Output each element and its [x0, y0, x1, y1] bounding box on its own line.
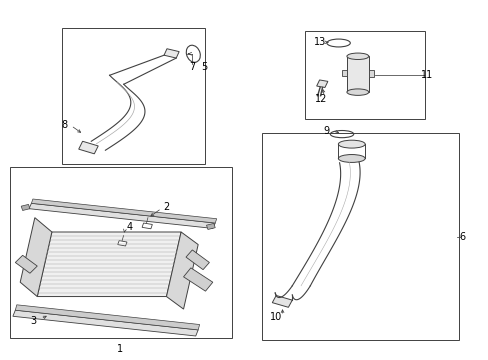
Polygon shape: [272, 296, 292, 307]
Text: 3: 3: [31, 316, 37, 325]
Ellipse shape: [346, 53, 368, 59]
Polygon shape: [183, 268, 212, 291]
Text: 6: 6: [458, 232, 465, 242]
Polygon shape: [29, 203, 215, 228]
Polygon shape: [185, 250, 209, 270]
Text: 9: 9: [323, 126, 329, 135]
Polygon shape: [206, 224, 215, 229]
Polygon shape: [346, 56, 368, 92]
Text: 1: 1: [117, 344, 123, 354]
Polygon shape: [166, 232, 198, 309]
Text: 7: 7: [189, 62, 195, 72]
Text: 11: 11: [420, 70, 432, 80]
Bar: [61, 28, 205, 164]
Text: 2: 2: [163, 202, 169, 212]
Ellipse shape: [346, 89, 368, 95]
Polygon shape: [368, 70, 373, 77]
Polygon shape: [316, 80, 327, 87]
Ellipse shape: [338, 140, 365, 148]
Polygon shape: [21, 204, 30, 211]
Polygon shape: [163, 49, 179, 58]
Polygon shape: [15, 255, 37, 273]
Polygon shape: [79, 141, 98, 154]
Polygon shape: [15, 305, 199, 330]
Text: 8: 8: [61, 121, 67, 130]
Polygon shape: [142, 223, 152, 229]
Text: 13: 13: [314, 37, 326, 47]
Text: 5: 5: [201, 62, 207, 72]
Polygon shape: [37, 232, 181, 297]
Polygon shape: [13, 310, 198, 336]
Ellipse shape: [338, 154, 365, 162]
Polygon shape: [31, 199, 216, 223]
Text: 12: 12: [314, 94, 326, 104]
Text: 4: 4: [126, 222, 133, 232]
Bar: [261, 134, 458, 339]
Bar: [305, 31, 424, 119]
Text: 10: 10: [269, 312, 282, 322]
Bar: [10, 167, 232, 338]
Polygon shape: [118, 240, 127, 246]
Polygon shape: [341, 69, 346, 76]
Polygon shape: [20, 218, 52, 297]
